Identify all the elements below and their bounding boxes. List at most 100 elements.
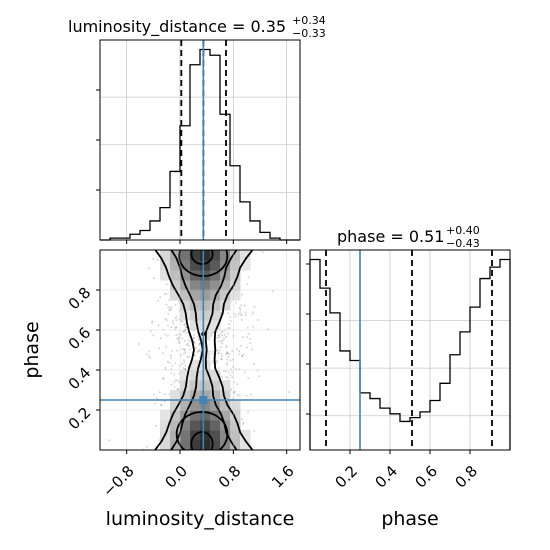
density-cell [170, 290, 181, 301]
sample-point [242, 421, 245, 424]
sample-point [221, 339, 224, 342]
y-tick-label: 0.4 [65, 364, 95, 394]
x-tick-label: −0.8 [99, 462, 137, 500]
sample-point [243, 371, 246, 374]
sample-point [166, 324, 169, 327]
sample-point [238, 394, 241, 397]
sample-point [217, 334, 220, 337]
sample-point [173, 385, 176, 388]
sample-point [244, 314, 247, 317]
x-tick-label: 0.6 [411, 462, 441, 492]
sample-point [224, 370, 227, 373]
top-title-sub: −0.33 [292, 27, 326, 40]
sample-point [211, 330, 214, 333]
sample-point [229, 320, 232, 323]
sample-point [245, 336, 248, 339]
sample-point [215, 330, 218, 333]
sample-point [246, 346, 249, 349]
density-cell [160, 270, 171, 281]
sample-point [181, 348, 184, 351]
sample-point [152, 334, 155, 337]
sample-point [217, 351, 220, 354]
sample-point [174, 317, 177, 320]
sample-point [180, 353, 183, 356]
sample-point [217, 367, 220, 370]
sample-point [218, 340, 221, 343]
sample-point [239, 308, 242, 311]
sample-point [217, 352, 220, 355]
density-cell [190, 440, 201, 450]
sample-point [177, 333, 180, 336]
sample-point [165, 318, 168, 321]
sample-point [175, 334, 178, 337]
sample-point [227, 355, 230, 358]
density-cell [220, 290, 231, 301]
density-cell [190, 320, 201, 331]
sample-point [198, 344, 201, 347]
right-title-sub: −0.43 [446, 237, 480, 250]
density-cell [210, 320, 221, 331]
sample-point [186, 355, 189, 358]
sample-point [231, 349, 234, 352]
density-cell [230, 400, 241, 411]
sample-point [233, 381, 236, 384]
sample-point [169, 305, 172, 308]
sample-point [220, 340, 223, 343]
density-2d-panel: −0.8 0.0 0.8 1.6 0.2 0.4 0.6 0.8 [65, 249, 301, 500]
sample-point [159, 296, 162, 299]
density-cell [190, 380, 201, 391]
sample-point [225, 344, 228, 347]
sample-point [211, 350, 214, 353]
sample-point [253, 430, 256, 433]
sample-point [241, 314, 244, 317]
sample-point [175, 319, 178, 322]
sample-point [193, 337, 196, 340]
sample-point [174, 326, 177, 329]
sample-point [230, 388, 233, 391]
sample-point [238, 306, 241, 309]
sample-point [187, 342, 190, 345]
sample-point [239, 311, 242, 314]
sample-point [228, 327, 231, 330]
x-tick-label: 0.8 [451, 462, 481, 492]
density-cell [200, 410, 211, 421]
density-cell [220, 400, 231, 411]
sample-point [158, 391, 161, 394]
sample-point [183, 323, 186, 326]
sample-point [183, 348, 186, 351]
sample-point [176, 388, 179, 391]
density-cell [220, 300, 231, 311]
density-cell [190, 260, 201, 271]
density-cell [200, 260, 211, 271]
sample-point [155, 397, 158, 400]
sample-point [170, 372, 173, 375]
density-cell [210, 250, 221, 261]
density-cell [170, 270, 181, 281]
density-cell [190, 360, 201, 371]
density-cell [240, 250, 251, 261]
sample-point [198, 342, 201, 345]
sample-point [247, 332, 250, 335]
sample-point [170, 383, 173, 386]
sample-point [183, 361, 186, 364]
density-cell [200, 310, 211, 321]
density-cell [220, 280, 231, 291]
density-cell [180, 400, 191, 411]
density-cell [210, 260, 221, 271]
sample-point [237, 313, 240, 316]
sample-point [241, 335, 244, 338]
density-cell [200, 290, 211, 301]
density-cell [190, 370, 201, 381]
sample-point [238, 349, 241, 352]
histogram-step-line [100, 48, 300, 241]
density-cell [200, 390, 211, 401]
sample-point [243, 304, 246, 307]
sample-point [184, 351, 187, 354]
sample-point [240, 318, 243, 321]
density-cell [180, 430, 191, 441]
density-cell [210, 440, 221, 450]
sample-point [159, 337, 162, 340]
sample-point [181, 337, 184, 340]
density-cell [170, 400, 181, 411]
